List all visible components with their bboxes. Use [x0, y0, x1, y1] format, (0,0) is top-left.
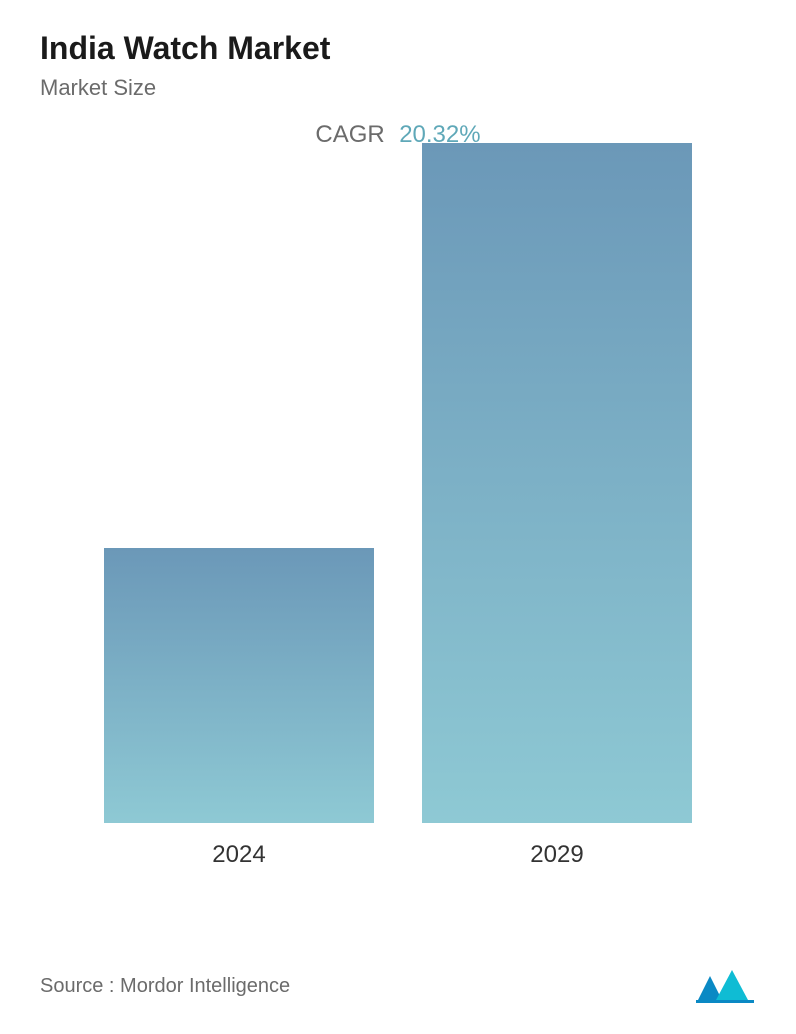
chart-subtitle: Market Size: [40, 75, 756, 101]
bar-chart: 2024 2029: [40, 169, 756, 869]
bar-group-2029: 2029: [422, 143, 692, 869]
chart-footer: Source : Mordor Intelligence: [40, 968, 756, 1004]
chart-title: India Watch Market: [40, 30, 756, 67]
bar-2024: [104, 548, 374, 823]
bar-label-2029: 2029: [530, 841, 583, 869]
bar-group-2024: 2024: [104, 548, 374, 869]
cagr-label: CAGR: [315, 121, 384, 148]
mordor-logo-icon: [696, 968, 756, 1004]
source-text: Source : Mordor Intelligence: [40, 975, 290, 998]
bar-label-2024: 2024: [212, 841, 265, 869]
bar-2029: [422, 143, 692, 823]
